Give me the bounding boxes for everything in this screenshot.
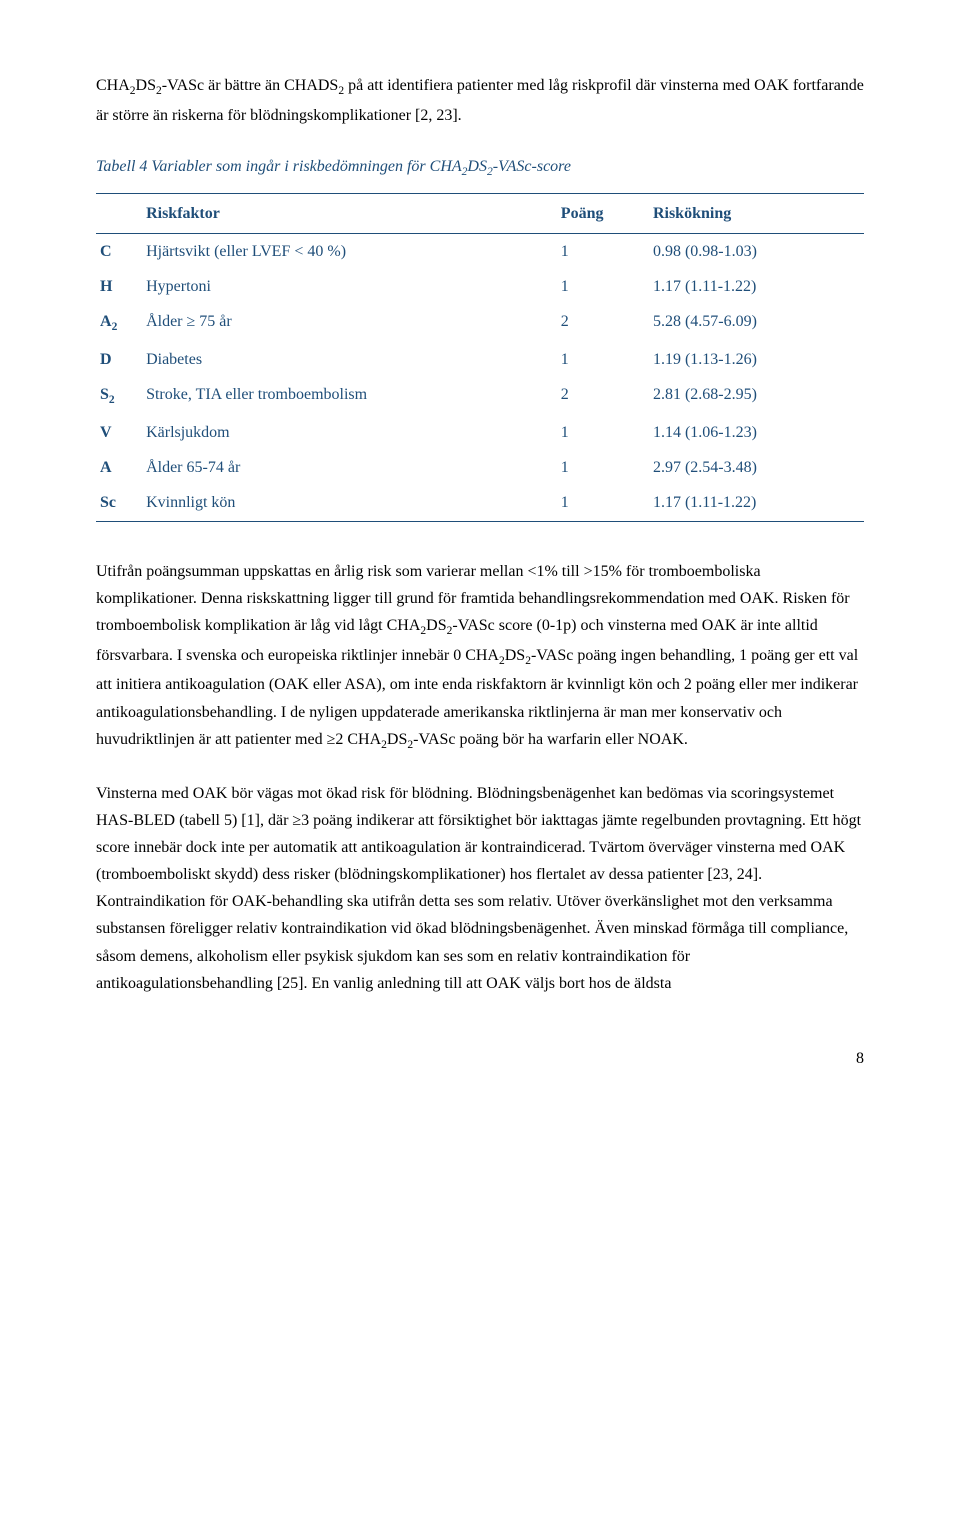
cell-points: 1 [557, 269, 649, 304]
th-code [96, 193, 142, 233]
cell-risk: 0.98 (0.98-1.03) [649, 233, 864, 269]
cell-risk: 1.17 (1.11-1.22) [649, 269, 864, 304]
cell-points: 1 [557, 415, 649, 450]
page-number: 8 [96, 1045, 864, 1072]
cell-code: V [96, 415, 142, 450]
cell-code: A [96, 450, 142, 485]
cell-code: S2 [96, 377, 142, 415]
cell-risk: 1.19 (1.13-1.26) [649, 342, 864, 377]
body-paragraph-2: Vinsterna med OAK bör vägas mot ökad ris… [96, 780, 864, 998]
cell-factor: Kärlsjukdom [142, 415, 557, 450]
cell-code: A2 [96, 304, 142, 342]
cell-risk: 2.81 (2.68-2.95) [649, 377, 864, 415]
cell-factor: Kvinnligt kön [142, 485, 557, 521]
table-row: A2Ålder ≥ 75 år25.28 (4.57-6.09) [96, 304, 864, 342]
cell-factor: Diabetes [142, 342, 557, 377]
risk-table: Riskfaktor Poäng Riskökning CHjärtsvikt … [96, 193, 864, 522]
cell-factor: Ålder ≥ 75 år [142, 304, 557, 342]
table-row: DDiabetes11.19 (1.13-1.26) [96, 342, 864, 377]
table-row: ScKvinnligt kön11.17 (1.11-1.22) [96, 485, 864, 521]
intro-paragraph: CHA2DS2-VASc är bättre än CHADS2 på att … [96, 72, 864, 129]
cell-risk: 5.28 (4.57-6.09) [649, 304, 864, 342]
body-paragraph-1: Utifrån poängsumman uppskattas en årlig … [96, 558, 864, 756]
cell-points: 1 [557, 450, 649, 485]
cell-code: C [96, 233, 142, 269]
table-header-row: Riskfaktor Poäng Riskökning [96, 193, 864, 233]
table-row: VKärlsjukdom11.14 (1.06-1.23) [96, 415, 864, 450]
cell-points: 1 [557, 342, 649, 377]
cell-points: 1 [557, 233, 649, 269]
cell-factor: Ålder 65-74 år [142, 450, 557, 485]
cell-risk: 2.97 (2.54-3.48) [649, 450, 864, 485]
table-row: S2Stroke, TIA eller tromboembolism22.81 … [96, 377, 864, 415]
table-row: HHypertoni11.17 (1.11-1.22) [96, 269, 864, 304]
cell-code: H [96, 269, 142, 304]
table-row: CHjärtsvikt (eller LVEF < 40 %)10.98 (0.… [96, 233, 864, 269]
table-row: AÅlder 65-74 år12.97 (2.54-3.48) [96, 450, 864, 485]
th-risk: Riskökning [649, 193, 864, 233]
cell-risk: 1.17 (1.11-1.22) [649, 485, 864, 521]
cell-points: 2 [557, 304, 649, 342]
cell-factor: Hjärtsvikt (eller LVEF < 40 %) [142, 233, 557, 269]
cell-points: 1 [557, 485, 649, 521]
cell-risk: 1.14 (1.06-1.23) [649, 415, 864, 450]
cell-points: 2 [557, 377, 649, 415]
th-factor: Riskfaktor [142, 193, 557, 233]
th-points: Poäng [557, 193, 649, 233]
cell-code: Sc [96, 485, 142, 521]
cell-code: D [96, 342, 142, 377]
cell-factor: Hypertoni [142, 269, 557, 304]
table-title: Tabell 4 Variabler som ingår i riskbedöm… [96, 153, 864, 183]
cell-factor: Stroke, TIA eller tromboembolism [142, 377, 557, 415]
table-body: CHjärtsvikt (eller LVEF < 40 %)10.98 (0.… [96, 233, 864, 521]
